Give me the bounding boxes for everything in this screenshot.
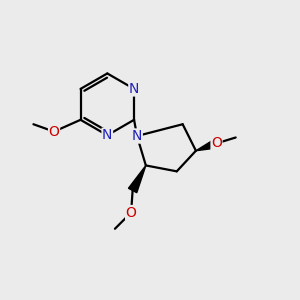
Text: N: N xyxy=(129,82,139,96)
Polygon shape xyxy=(128,166,146,193)
Text: N: N xyxy=(102,128,112,142)
Text: N: N xyxy=(132,129,142,143)
Text: O: O xyxy=(126,206,136,220)
Polygon shape xyxy=(196,139,218,151)
Text: O: O xyxy=(49,124,59,139)
Text: O: O xyxy=(211,136,222,150)
